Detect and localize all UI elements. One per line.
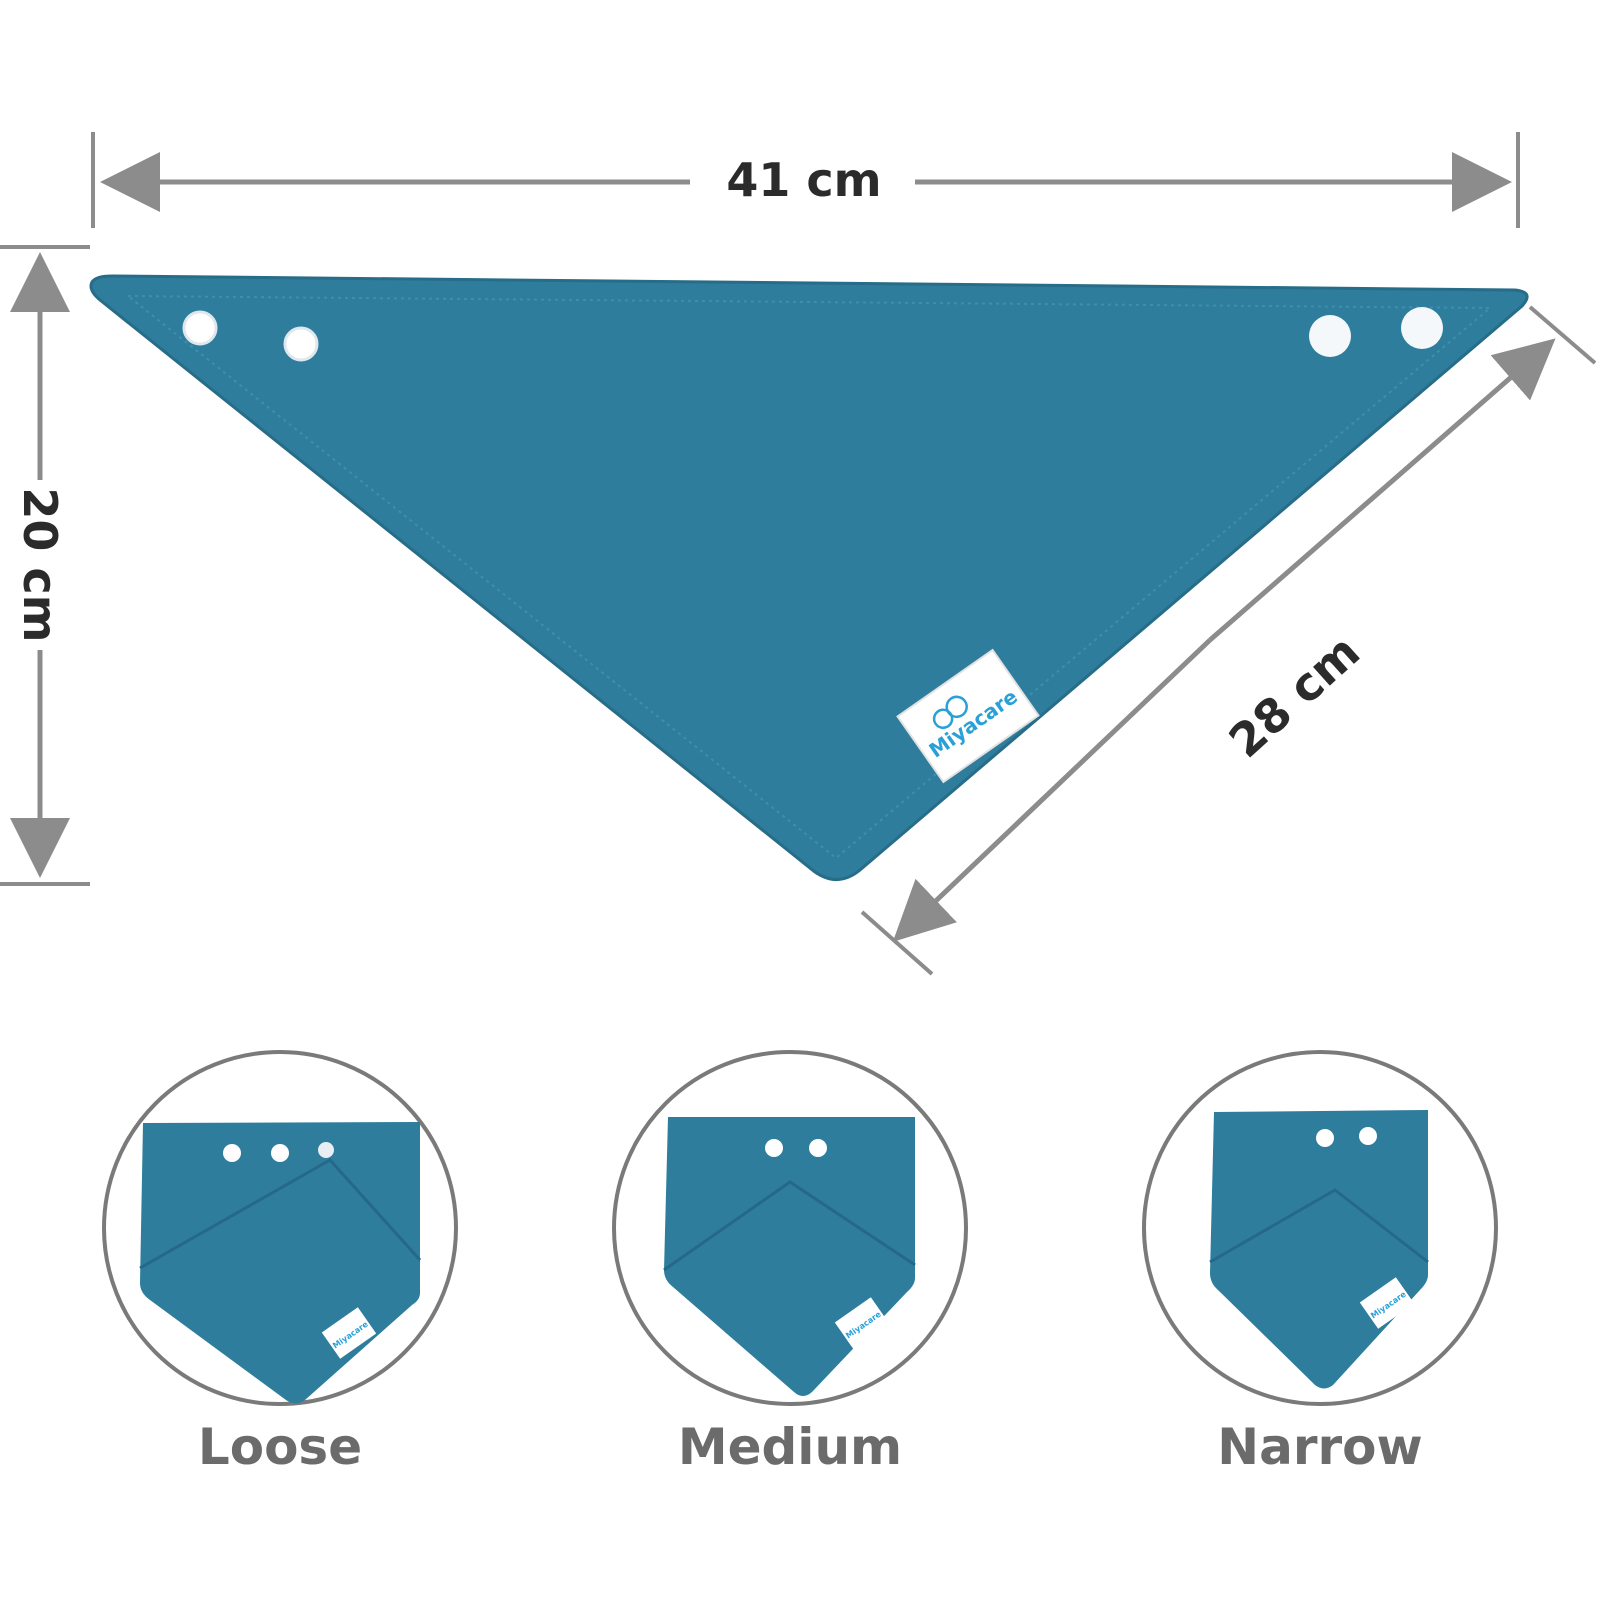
snap-button-right-2 (1401, 307, 1443, 349)
bib-main: Miyacare (89, 274, 1529, 881)
brand-logo-icon-2 (945, 695, 968, 719)
snap-button-right-1 (1309, 315, 1351, 357)
brand-tag: Miyacare (896, 648, 1040, 784)
fit-snap-loose-1 (223, 1144, 241, 1162)
bib-main-fabric (89, 274, 1529, 881)
fit-tag-narrow-bg (1359, 1277, 1415, 1329)
fit-bib-loose-fold (139, 1158, 422, 1270)
side-label: 28 cm (1219, 624, 1370, 768)
fit-bib-medium-fold (663, 1180, 916, 1272)
fit-snap-loose-3 (318, 1142, 334, 1158)
snap-button-left-2 (283, 326, 319, 362)
fit-label-narrow: Narrow (1217, 1418, 1422, 1476)
side-line-lower (892, 638, 1212, 942)
fit-option-loose: Miyacare Loose (102, 1050, 458, 1476)
side-tick-top (1528, 305, 1597, 365)
fit-snap-narrow-1 (1316, 1129, 1334, 1147)
side-tick-bottom (860, 910, 934, 976)
width-dimension: 41 cm (91, 132, 1520, 228)
fit-snap-loose-2 (271, 1144, 289, 1162)
fit-bib-narrow-fold (1209, 1188, 1429, 1264)
height-label: 20 cm (13, 487, 67, 642)
fit-option-narrow: Miyacare Narrow (1142, 1050, 1498, 1476)
fit-tag-medium-bg (834, 1297, 890, 1349)
brand-tag-background (896, 648, 1040, 784)
fit-option-medium: Miyacare Medium (612, 1050, 968, 1476)
fit-label-loose: Loose (198, 1418, 362, 1476)
fit-snap-medium-1 (765, 1139, 783, 1157)
width-label: 41 cm (726, 153, 881, 207)
fit-snap-medium-2 (809, 1139, 827, 1157)
snap-button-left-1 (182, 310, 218, 346)
fit-label-medium: Medium (678, 1418, 902, 1476)
fit-tag-loose-bg (321, 1307, 377, 1359)
bib-main-stitching (125, 294, 1493, 860)
height-dimension: 20 cm (0, 245, 90, 886)
fit-snap-narrow-2 (1359, 1127, 1377, 1145)
side-line (1208, 338, 1556, 642)
